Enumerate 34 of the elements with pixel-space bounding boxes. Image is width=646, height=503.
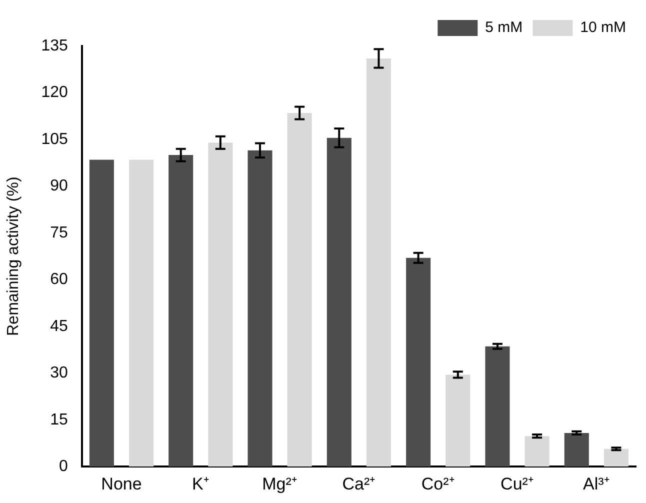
bar xyxy=(326,138,352,467)
y-tick-label: 60 xyxy=(50,271,68,288)
legend-label: 5 mM xyxy=(485,19,523,36)
bar xyxy=(208,142,233,467)
x-tick-label: Co²⁺ xyxy=(421,474,455,494)
y-tick-label: 15 xyxy=(50,411,68,428)
bar xyxy=(248,150,272,467)
bar xyxy=(406,258,431,467)
x-tick-label: Al³⁺ xyxy=(583,474,610,494)
x-tick-label: None xyxy=(101,474,142,494)
y-tick-label: 30 xyxy=(50,364,68,382)
bar xyxy=(287,112,312,467)
y-tick-label: 120 xyxy=(41,84,68,102)
x-tick-label: Mg²⁺ xyxy=(262,474,298,494)
x-tick-label: Cu²⁺ xyxy=(500,474,534,494)
y-tick-label: 105 xyxy=(41,130,68,148)
y-tick-label: 45 xyxy=(50,318,68,335)
bar xyxy=(168,155,194,467)
y-tick-label: 75 xyxy=(50,224,68,242)
x-tick-label: K⁺ xyxy=(192,474,210,494)
bar xyxy=(485,346,510,467)
y-tick-label: 135 xyxy=(41,37,68,54)
x-tick-label: Ca²⁺ xyxy=(342,474,376,494)
bar xyxy=(524,436,550,467)
y-tick-label: 90 xyxy=(50,178,68,195)
y-axis-title: Remaining activity (%) xyxy=(5,176,22,336)
bar xyxy=(446,374,470,467)
bar xyxy=(564,432,589,467)
legend-label: 10 mM xyxy=(580,19,626,36)
bar xyxy=(366,58,392,467)
bar xyxy=(89,160,114,467)
bar xyxy=(604,448,628,467)
bar xyxy=(128,160,154,467)
y-tick-label: 0 xyxy=(58,458,68,476)
